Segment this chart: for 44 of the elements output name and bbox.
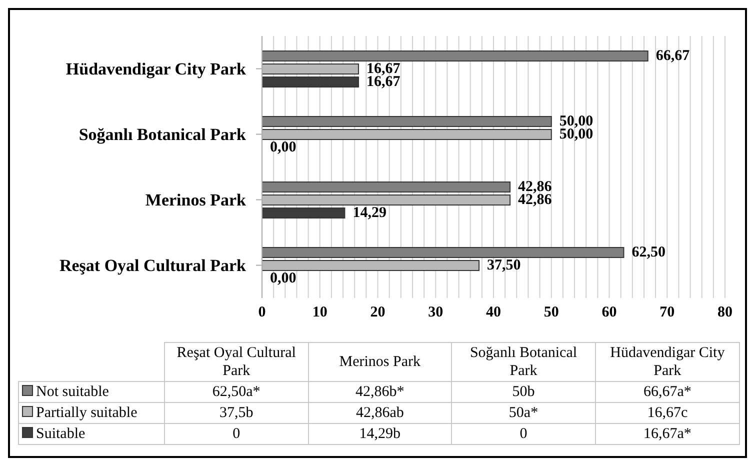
- x-tick-label: 20: [370, 304, 386, 321]
- data-label: 14,29: [352, 205, 386, 221]
- text: 50a*: [452, 402, 596, 424]
- y-tick-label: Reşat Oyal Cultural Park: [59, 256, 247, 275]
- x-tick-label: 80: [718, 304, 732, 321]
- text: 16,67c: [595, 402, 740, 424]
- text: 62,50a*: [164, 382, 308, 402]
- text: 0: [164, 424, 308, 444]
- data-label: 16,67: [366, 74, 401, 90]
- text: 50b: [452, 382, 596, 402]
- y-tick-label: Hüdavendigar City Park: [66, 59, 247, 78]
- text: 16,67a*: [595, 424, 740, 444]
- data-label: 42,86: [518, 179, 552, 195]
- category-label: Reşat Oyal Cultural Park: [176, 345, 296, 379]
- x-tick-label: 70: [660, 304, 675, 321]
- data-label: 37,50: [487, 258, 521, 274]
- x-tick-label: 0: [258, 304, 266, 321]
- data-label: 16,67: [366, 61, 401, 77]
- text: 37,5b: [164, 402, 308, 424]
- data-label: 62,50: [632, 244, 666, 260]
- category-label: Hüdavendigar City Park: [610, 345, 725, 379]
- text: 14,29b: [308, 424, 452, 444]
- text: 0: [452, 424, 596, 444]
- x-tick-label: 60: [602, 304, 617, 321]
- legend-label: Suitable: [18, 424, 165, 444]
- x-tick-label: 40: [486, 304, 501, 321]
- x-tick-label: 50: [544, 304, 559, 321]
- x-tick-label: 10: [312, 304, 328, 321]
- x-tick-label: 30: [428, 304, 444, 321]
- category-label: Merinos Park: [339, 354, 421, 370]
- data-label: 66,67: [656, 48, 690, 64]
- data-label: 42,86: [518, 192, 552, 208]
- legend-label: Not suitable: [18, 382, 165, 402]
- text: 42,86ab: [308, 402, 452, 424]
- text: 42,86b*: [308, 382, 452, 402]
- y-tick-label: Merinos Park: [145, 190, 247, 210]
- text: 66,67a*: [595, 382, 740, 402]
- data-label: 0,00: [270, 270, 296, 286]
- data-label: 50,00: [559, 114, 594, 130]
- legend-label: Partially suitable: [18, 402, 165, 424]
- category-label: Soğanlı Botanical Park: [470, 345, 578, 379]
- data-label: 0,00: [270, 140, 296, 156]
- y-tick-label: Soğanlı Botanical Park: [78, 124, 247, 144]
- data-label: 50,00: [559, 126, 594, 142]
